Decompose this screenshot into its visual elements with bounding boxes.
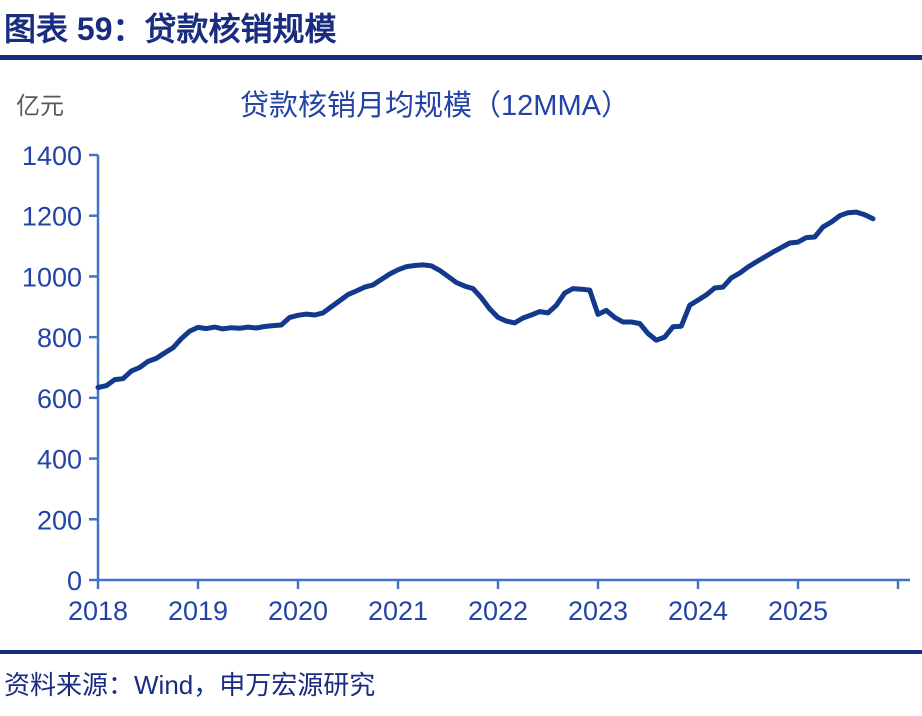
x-axis-label: 2021 <box>368 596 428 626</box>
source-note: 资料来源：Wind，申万宏源研究 <box>4 670 376 700</box>
footer-divider <box>0 650 922 654</box>
x-axis-label: 2022 <box>468 596 528 626</box>
y-axis-label: 200 <box>37 505 82 535</box>
figure-title: 图表 59：贷款核销规模 <box>4 11 337 47</box>
y-axis-label: 0 <box>67 566 82 596</box>
figure-header: 图表 59：贷款核销规模 <box>4 4 918 50</box>
line-chart: 0 200 400 600 800 1000 1200 1400 2018 2019 2020 202… <box>22 141 910 626</box>
series-line <box>95 209 876 390</box>
x-axis-label: 2019 <box>168 596 228 626</box>
y-axis-label: 400 <box>37 445 82 475</box>
chart-title: 贷款核销月均规模（12MMA） <box>240 90 630 122</box>
x-axis-label: 2020 <box>268 596 328 626</box>
y-axis-label: 800 <box>37 323 82 353</box>
y-axis-label: 1000 <box>22 262 82 292</box>
y-axis-unit-label: 亿元 <box>16 93 64 120</box>
header-divider <box>0 55 922 60</box>
y-axis-label: 600 <box>37 384 82 414</box>
x-axis-label: 2018 <box>68 596 128 626</box>
y-axis-label: 1200 <box>22 202 82 232</box>
x-axis-label: 2023 <box>568 596 628 626</box>
y-axis-label: 1400 <box>22 141 82 171</box>
x-axis-label: 2024 <box>668 596 728 626</box>
x-axis-label: 2025 <box>768 596 828 626</box>
